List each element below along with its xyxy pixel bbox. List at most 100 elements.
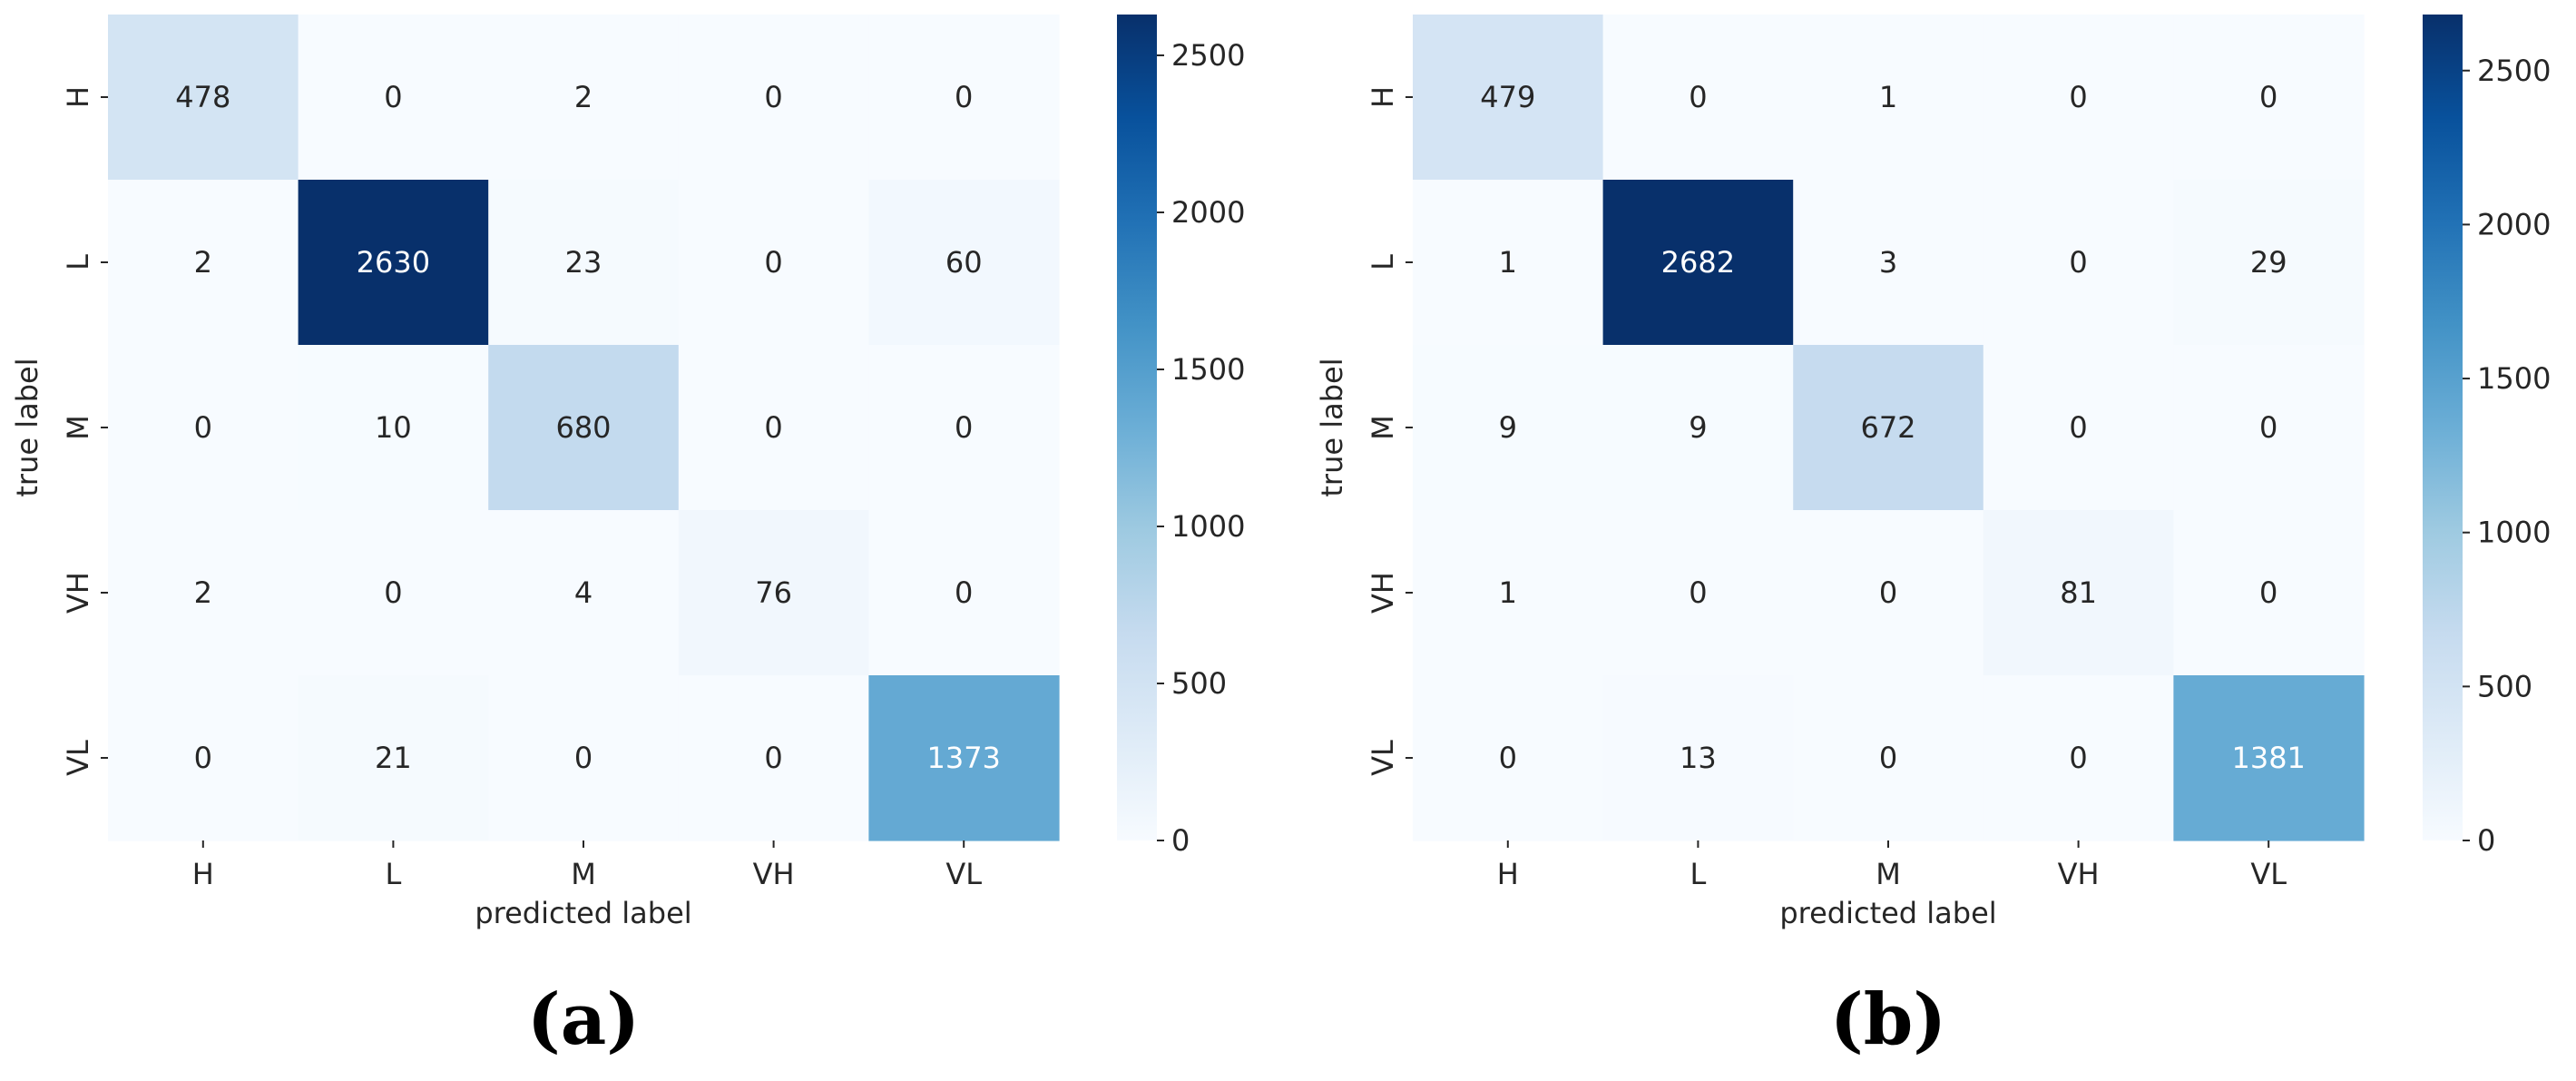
heatmap-cell-h-m [488,15,680,181]
cell-value-label: 76 [755,575,792,610]
heatmap-cell-h-h [1413,15,1604,181]
x-axis-label: predicted label [1779,896,1996,930]
cell-value-label: 0 [384,80,402,114]
cell-value-label: 479 [1480,80,1535,114]
colorbar-tick-label: 0 [1171,823,1190,858]
cell-value-label: 0 [2069,741,2087,775]
cell-value-label: 13 [1680,741,1717,775]
cell-value-label: 0 [1689,80,1707,114]
cell-value-label: 3 [1879,245,1897,280]
x-tick-label-vh: VH [753,857,795,891]
cell-value-label: 0 [764,741,782,775]
heatmap-cell-h-l [1602,15,1794,181]
colorbar-tick-label: 2000 [1171,195,1245,230]
cell-value-label: 10 [375,410,412,445]
heatmap-cell-h-vl [868,15,1060,181]
heatmap-cell-h-m [1793,15,1984,181]
heatmap-cell-vl-l [298,675,489,841]
heatmap-cell-m-l [298,345,489,511]
y-tick-label-vl: VL [61,740,95,776]
heatmap-cell-vl-vh [1983,675,2174,841]
y-tick-label-m: M [1366,415,1400,440]
x-tick-label-vh: VH [2058,857,2100,891]
heatmap-cell-l-vh [678,180,869,346]
cell-value-label: 0 [2259,575,2277,610]
cell-value-label: 0 [764,245,782,280]
cell-value-label: 0 [1879,741,1897,775]
cell-value-label: 2682 [1661,245,1735,280]
heatmap-cell-vh-m [488,510,680,676]
cell-value-label: 2 [194,575,212,610]
x-tick-label-m: M [571,857,596,891]
heatmap-cell-vl-h [1413,675,1604,841]
cell-value-label: 60 [945,245,983,280]
colorbar-tick-label: 500 [1171,666,1227,701]
cell-value-label: 0 [194,410,212,445]
y-tick-label-h: H [1366,86,1400,108]
cell-value-label: 0 [574,741,593,775]
y-tick-label-m: M [61,415,95,440]
cell-value-label: 0 [384,575,402,610]
heatmap-cell-m-l [1602,345,1794,511]
heatmap-cell-vl-vl [868,675,1060,841]
colorbar-tick-label: 2500 [2477,54,2551,88]
heatmap-cell-h-h [108,15,299,181]
cell-value-label: 9 [1689,410,1707,445]
cell-value-label: 1 [1879,80,1897,114]
heatmap-cell-vl-m [1793,675,1984,841]
colorbar [2423,15,2463,840]
heatmap-cell-h-vh [678,15,869,181]
x-tick-label-vl: VL [2250,857,2287,891]
heatmap-cell-vl-vh [678,675,869,841]
cell-value-label: 9 [1499,410,1517,445]
cell-value-label: 0 [955,410,973,445]
colorbar-tick-label: 500 [2477,669,2532,703]
cell-value-label: 4 [574,575,593,610]
heatmap-cell-m-m [488,345,680,511]
y-tick-label-vh: VH [61,572,95,614]
heatmap-cell-h-l [298,15,489,181]
panel-caption: (b) [1830,978,1946,1061]
cell-value-label: 0 [1879,575,1897,610]
heatmap-cell-h-vl [2173,15,2365,181]
y-axis-label: true label [1315,358,1349,496]
cell-value-label: 0 [955,575,973,610]
x-tick-label-m: M [1876,857,1901,891]
colorbar-tick-label: 2000 [2477,207,2551,241]
cell-value-label: 1373 [926,741,1000,775]
heatmap-cell-l-h [108,180,299,346]
cell-value-label: 680 [555,410,611,445]
cell-value-label: 478 [175,80,230,114]
heatmap-cell-vh-h [108,510,299,676]
heatmap-cell-l-vh [1983,180,2174,346]
cell-value-label: 0 [955,80,973,114]
heatmap-cell-m-vl [2173,345,2365,511]
y-tick-label-l: L [61,254,95,270]
cell-value-label: 2 [194,245,212,280]
cell-value-label: 0 [1689,575,1707,610]
colorbar-tick-label: 1500 [1171,352,1245,387]
cell-value-label: 81 [2060,575,2097,610]
heatmap-cell-l-m [1793,180,1984,346]
x-axis-label: predicted label [475,896,691,930]
heatmap-cell-l-vl [2173,180,2365,346]
heatmap-cell-vh-l [298,510,489,676]
cell-value-label: 0 [2259,410,2277,445]
cell-value-label: 2 [574,80,593,114]
heatmap-cell-vh-l [1602,510,1794,676]
colorbar-tick-label: 1000 [1171,509,1245,544]
cell-value-label: 1381 [2231,741,2305,775]
heatmap-panel-b: 479 0 1 0 0 1 2682 3 0 29 9 9 672 0 0 1 0 0 81 0 0 13 0 0 1381 H L… [1315,15,2551,1061]
cell-value-label: 0 [194,741,212,775]
cell-value-label: 0 [1499,741,1517,775]
y-tick-label-h: H [61,86,95,108]
heatmap-cell-vl-h [108,675,299,841]
heatmap-cell-m-vh [1983,345,2174,511]
heatmap-cell-vh-h [1413,510,1604,676]
cell-value-label: 0 [2069,410,2087,445]
cell-value-label: 1 [1499,575,1517,610]
heatmap-panel-a: 478 0 2 0 0 2 2630 23 0 60 0 10 680 0 0 2 0 4 76 0 0 21 0 0 1373… [10,15,1245,1061]
heatmap-cell-l-l [298,180,489,346]
